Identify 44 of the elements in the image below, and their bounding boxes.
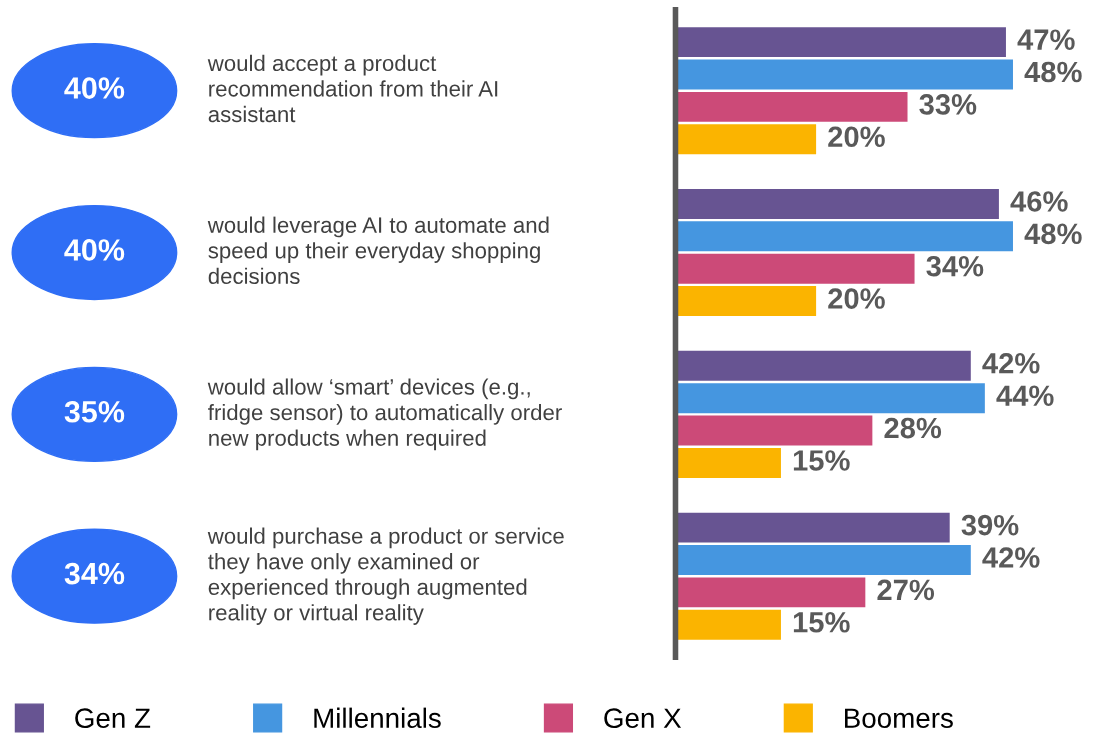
data-label: 44%	[996, 385, 1054, 406]
bar	[675, 189, 999, 219]
legend-label: Boomers	[845, 708, 953, 729]
data-label: 48%	[1024, 61, 1082, 83]
data-label: 15%	[793, 450, 850, 471]
data-label: 33%	[919, 94, 977, 115]
data-label: 28%	[884, 417, 942, 439]
bar	[675, 545, 971, 575]
text: 35%	[64, 400, 125, 423]
bar	[675, 124, 817, 155]
bar	[675, 415, 873, 446]
bar	[675, 383, 985, 414]
bar	[675, 59, 1013, 90]
bar	[675, 27, 1006, 58]
bar	[675, 609, 781, 640]
bar	[675, 350, 971, 381]
data-label: 15%	[793, 612, 850, 633]
legend-label: Gen X	[604, 708, 682, 729]
data-label: 42%	[982, 352, 1040, 374]
bar	[675, 447, 781, 478]
bar	[675, 221, 1013, 252]
data-label: 46%	[1010, 191, 1068, 212]
bar	[675, 512, 950, 543]
text: 40%	[64, 77, 125, 99]
legend-label: Millennials	[314, 707, 441, 729]
y-tick-label: would purchase a product or service they have only examined or experienced through augmented reality or virtual reality	[207, 527, 564, 625]
y-tick-label: would leverage AI to automate and speed up their everyday shopping decisions	[207, 216, 549, 285]
data-label: 48%	[1024, 223, 1082, 245]
y-tick-label: would accept a product recommendation from their AI assistant	[207, 54, 498, 123]
bar	[675, 91, 908, 122]
data-label: 34%	[926, 255, 984, 277]
bar	[675, 577, 866, 608]
legend-label: Gen Z	[75, 708, 151, 729]
y-tick-label: would allow ‘smart’ devices (e.g., fridge sensor) to automatically order new products when required	[207, 378, 562, 451]
data-label: 20%	[828, 288, 885, 309]
text: 40%	[64, 239, 125, 261]
bar	[675, 253, 915, 284]
data-label: 39%	[961, 514, 1019, 536]
data-label: 27%	[877, 579, 935, 601]
data-label: 20%	[828, 126, 885, 148]
bar	[675, 286, 817, 317]
data-label: 47%	[1017, 29, 1075, 50]
data-label: 42%	[982, 547, 1040, 568]
text: 34%	[64, 562, 125, 585]
